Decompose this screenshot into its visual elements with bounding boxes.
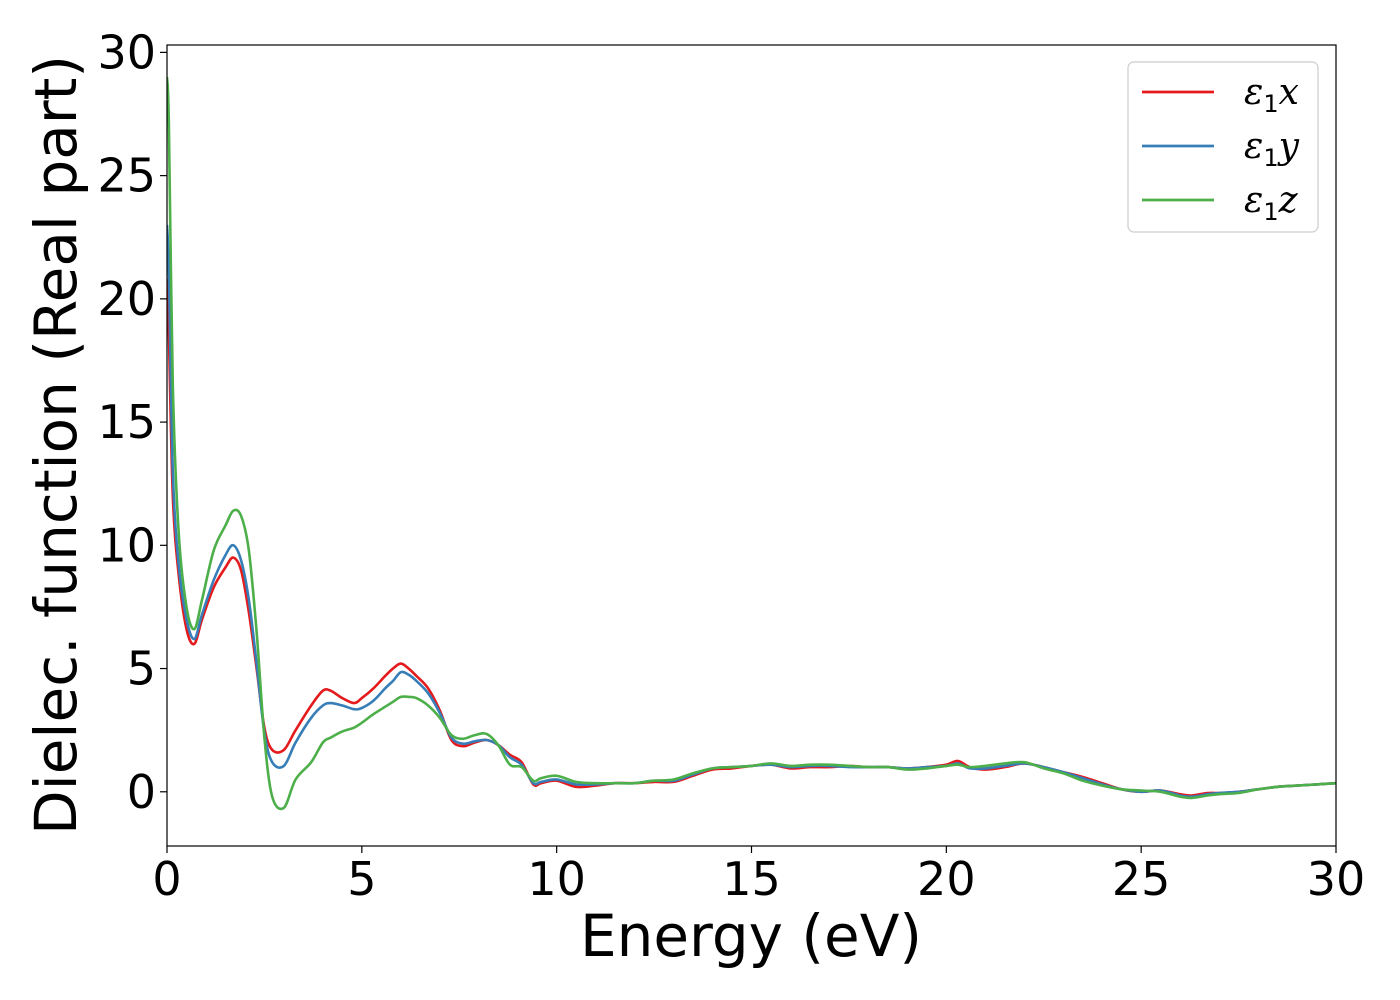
legend-label-y: ε1y	[1244, 126, 1300, 172]
series-line-y	[167, 224, 1336, 799]
x-tick-label: 10	[527, 852, 586, 906]
y-ticks: 0 5 10 15 20 25 30	[97, 25, 167, 819]
x-tick-label: 25	[1112, 852, 1171, 906]
legend-label-x: ε1x	[1244, 72, 1299, 118]
y-axis-title: Dielec. function (Real part)	[22, 55, 90, 835]
y-tick-label: 10	[97, 518, 156, 572]
x-tick-label: 5	[347, 852, 376, 906]
x-tick-label: 20	[917, 852, 976, 906]
x-axis-title: Energy (eV)	[580, 902, 922, 970]
y-tick-label: 15	[97, 395, 156, 449]
y-tick-label: 5	[127, 642, 156, 696]
y-tick-label: 20	[97, 272, 156, 326]
legend: ε1x ε1y ε1z	[1127, 61, 1319, 233]
legend-items: ε1x ε1y ε1z	[1142, 72, 1300, 226]
legend-frame	[1127, 61, 1319, 233]
x-tick-label: 15	[722, 852, 781, 906]
legend-label-z: ε1z	[1244, 180, 1299, 226]
series-line-z	[167, 76, 1336, 811]
x-tick-label: 0	[152, 852, 181, 906]
x-ticks: 0 5 10 15 20 25 30	[152, 846, 1365, 906]
x-tick-label: 30	[1307, 852, 1366, 906]
series-layer	[167, 76, 1336, 811]
series-line-x	[167, 279, 1336, 797]
y-tick-label: 25	[97, 149, 156, 203]
y-tick-label: 0	[127, 765, 156, 819]
y-tick-label: 30	[97, 25, 156, 79]
